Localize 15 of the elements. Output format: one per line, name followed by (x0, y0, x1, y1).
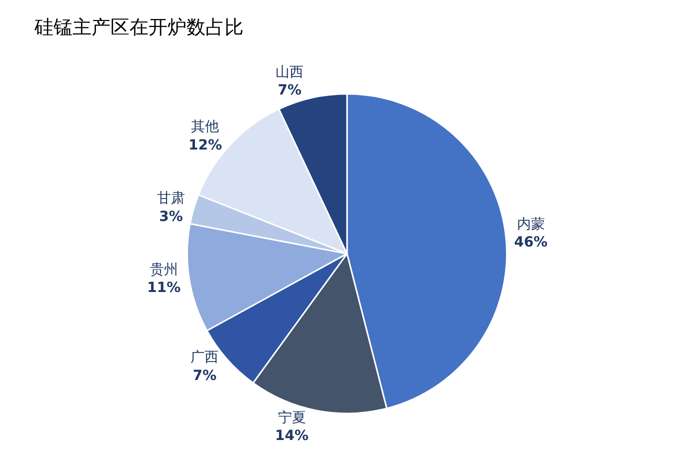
slice-label: 甘肃 (157, 190, 186, 207)
slice-label: 贵州 (150, 262, 178, 278)
data-label: 3% (159, 208, 183, 225)
data-label: 14% (274, 428, 309, 444)
slice-label: 其他 (191, 119, 220, 136)
data-label: 46% (514, 234, 548, 250)
slice-label: 内蒙 (516, 216, 545, 232)
data-label: 11% (147, 280, 181, 296)
slice-label: 宁夏 (278, 410, 306, 426)
chart-title: 硅锰主产区在开炉数占比 (34, 16, 244, 39)
slice-label: 广西 (190, 350, 219, 366)
slice-label: 山西 (276, 64, 304, 80)
data-label: 7% (192, 368, 216, 384)
data-label: 7% (278, 82, 302, 99)
data-label: 12% (188, 137, 222, 154)
